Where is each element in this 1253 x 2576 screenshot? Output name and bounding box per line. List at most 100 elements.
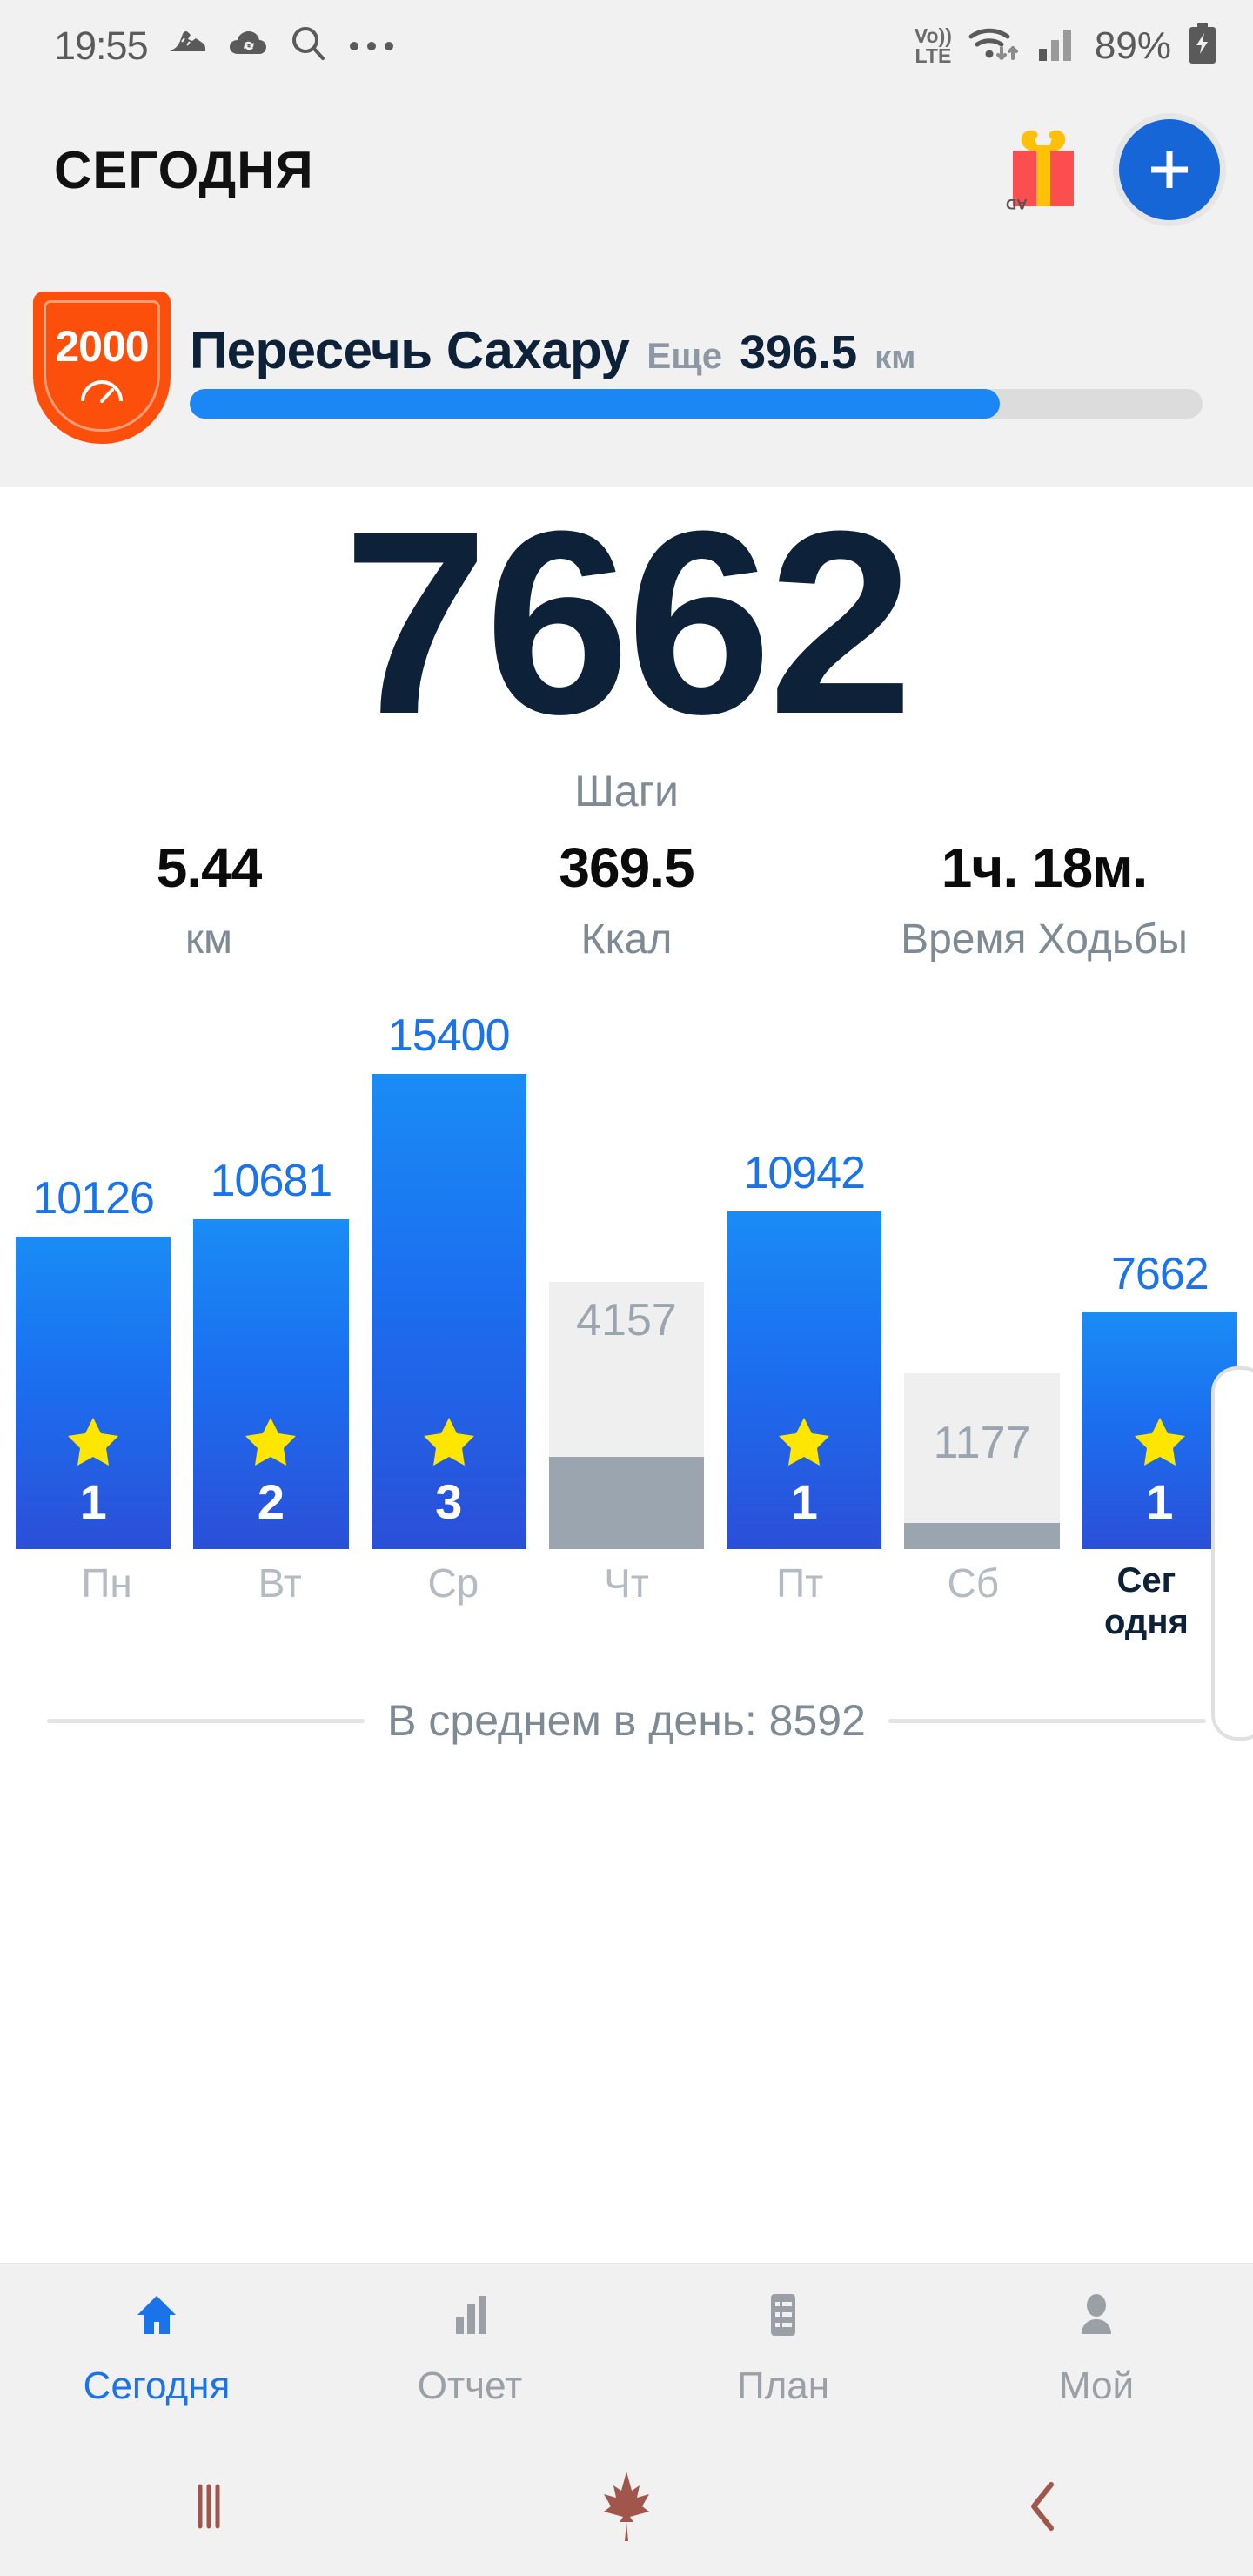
star-icon (777, 1416, 831, 1472)
star-icon (66, 1416, 120, 1472)
bar-value-label: 1177 (933, 1418, 1031, 1468)
android-nav-bar (0, 2437, 1253, 2576)
more-dots-icon[interactable] (346, 35, 402, 57)
challenge-unit: км (874, 339, 916, 376)
challenge-distance: 396.5 (740, 326, 858, 379)
bar-value-label: 15400 (387, 1010, 511, 1061)
chart-bar-column[interactable]: 10681 2 (193, 1036, 349, 1549)
battery-charging-icon (1187, 23, 1218, 69)
star-icon (1133, 1416, 1187, 1472)
chart-day-label: Вт (258, 1560, 302, 1606)
chart-bar-fill (904, 1523, 1060, 1549)
chart-bars: 10126 1 10681 2 15400 3 4157 10942 1 1177 7662 1 (16, 1010, 1237, 1549)
nav-label: План (736, 2365, 830, 2407)
nav-item-report[interactable]: Отчет (313, 2264, 626, 2437)
challenge-title-row: Пересечь Сахару Еще 396.5 км (184, 320, 1208, 380)
main-content: 7662 Шаги 5.44 км 369.5 Ккал 1ч. 18м. Вр… (0, 487, 1253, 2263)
chart-bar-fill (548, 1457, 705, 1549)
challenge-more-label: Еще (647, 335, 723, 376)
gift-ad-button[interactable]: AD (1006, 130, 1079, 212)
chart-bar-column[interactable]: 10126 1 (16, 1036, 171, 1549)
chart-day-label: Сб (947, 1560, 1000, 1606)
nav-item-today[interactable]: Сегодня (0, 2264, 313, 2437)
signal-bars-icon (1037, 24, 1079, 67)
bar-value-label: 7662 (1110, 1249, 1209, 1299)
search-icon[interactable] (289, 24, 327, 67)
status-bar: 19:55 Vo)) LTE (0, 0, 1253, 91)
chart-bar-column[interactable]: 4157 (548, 1036, 705, 1549)
shoe-icon (167, 26, 209, 65)
gauge-icon (77, 375, 126, 409)
streak-count: 1 (79, 1474, 107, 1529)
add-button[interactable] (1119, 119, 1220, 220)
divider-left (47, 1718, 365, 1723)
nav-item-plan[interactable]: План (626, 2264, 940, 2437)
stat-calories: 369.5 Ккал (418, 835, 835, 992)
streak-count: 2 (257, 1474, 285, 1529)
nav-label: Отчет (417, 2365, 523, 2407)
stat-distance: 5.44 км (0, 835, 418, 992)
streak-count: 3 (435, 1474, 463, 1529)
challenge-progress-bar (190, 389, 1203, 419)
chart-day-label: Ср (427, 1560, 479, 1606)
steps-count: 7662 (343, 476, 913, 768)
average-row: В среднем в день: 8592 (0, 1695, 1253, 1746)
chart-day-label: Сег одня (1104, 1561, 1189, 1641)
chart-bar-active: 1 (727, 1211, 882, 1549)
person-icon (1072, 2292, 1121, 2342)
bar-value-label: 10681 (210, 1156, 333, 1206)
page-title: СЕГОДНЯ (54, 140, 314, 199)
chart-bar-column[interactable]: 10942 1 (727, 1036, 882, 1549)
stat-walk-time: 1ч. 18м. Время Ходьбы (835, 835, 1253, 992)
chart-bar-active: 1 (16, 1237, 171, 1549)
nav-item-profile[interactable]: Мой (940, 2264, 1253, 2437)
status-bar-right: Vo)) LTE 89% (915, 23, 1218, 69)
home-icon (132, 2292, 181, 2342)
stat-value: 5.44 (156, 836, 263, 899)
bottom-nav: Сегодня Отчет План Мой (0, 2263, 1253, 2437)
bar-value-label: 10942 (743, 1148, 866, 1198)
weekly-steps-chart[interactable]: 10126 1 10681 2 15400 3 4157 10942 1 1177 7662 1 Пн… (0, 1010, 1253, 1645)
star-icon (244, 1416, 298, 1472)
bar-value-label: 10126 (32, 1173, 155, 1224)
stat-value: 1ч. 18м. (941, 836, 1149, 899)
challenge-badge-number: 2000 (55, 322, 149, 371)
volte-icon: Vo)) LTE (914, 24, 952, 67)
chart-bar-active: 3 (371, 1074, 526, 1549)
recents-icon[interactable] (0, 2478, 418, 2535)
app-bar-actions: AD (1006, 119, 1220, 220)
stats-row: 5.44 км 369.5 Ккал 1ч. 18м. Время Ходьбы (0, 835, 1253, 992)
chart-bar-column[interactable]: 15400 3 (371, 1010, 526, 1549)
chart-day-label: Пн (81, 1560, 132, 1606)
back-icon[interactable] (835, 2478, 1253, 2535)
bar-value-label: 4157 (576, 1295, 677, 1345)
challenge-body: Пересечь Сахару Еще 396.5 км (184, 317, 1208, 419)
side-card-peek[interactable] (1211, 1366, 1253, 1741)
challenge-progress-fill (190, 389, 1001, 419)
star-icon (422, 1416, 476, 1472)
nav-label: Сегодня (83, 2365, 231, 2407)
chart-bar-column[interactable]: 1177 (904, 1036, 1060, 1549)
stat-unit: Ккал (580, 916, 673, 963)
divider-right (888, 1718, 1207, 1723)
cloud-sync-icon (228, 26, 270, 65)
streak-count: 1 (790, 1474, 818, 1529)
status-bar-left: 19:55 (54, 23, 402, 69)
chart-day-label: Чт (604, 1560, 649, 1606)
steps-label: Шаги (574, 767, 679, 815)
stat-unit: км (185, 916, 232, 963)
challenge-badge: 2000 (33, 292, 171, 444)
stat-value: 369.5 (559, 836, 694, 899)
chart-day-labels: Пн Вт Ср Чт Пт Сб Сег одня (16, 1560, 1237, 1643)
list-icon (759, 2292, 807, 2342)
challenge-banner[interactable]: 2000 Пересечь Сахару Еще 396.5 км (0, 248, 1253, 487)
challenge-title: Пересечь Сахару (190, 321, 630, 379)
home-leaf-icon[interactable] (418, 2468, 835, 2545)
gift-ad-label: AD (1006, 196, 1028, 212)
battery-percent: 89% (1094, 23, 1171, 67)
chart-day-label: Пт (776, 1560, 824, 1606)
nav-label: Мой (1058, 2365, 1135, 2407)
status-time: 19:55 (54, 23, 149, 68)
wifi-icon (968, 23, 1022, 68)
